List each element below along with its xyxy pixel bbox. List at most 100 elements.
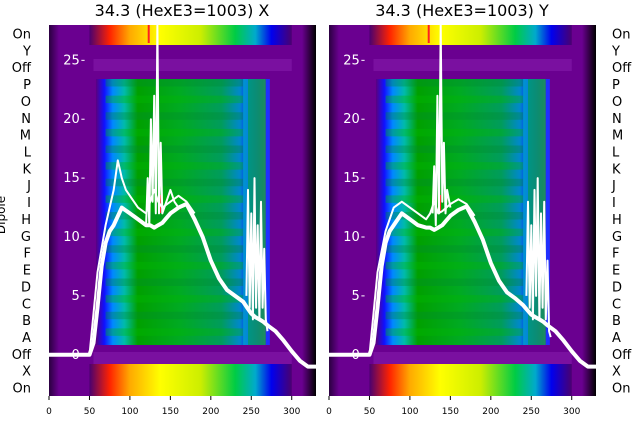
heatmap-row (105, 79, 244, 87)
overlay-y-tick-label: 15 (343, 171, 360, 186)
heatmap-edge-left (49, 25, 59, 396)
dipole-label: A (22, 331, 31, 346)
overlay-series-line (431, 24, 452, 227)
heatmap-row (105, 295, 244, 303)
x-tick-label: 50 (84, 407, 96, 417)
heatmap-band-main (95, 79, 264, 345)
heatmap-row (385, 79, 524, 87)
heatmap-row (385, 261, 524, 270)
heatmap-row (385, 295, 524, 303)
heatmap-row (105, 245, 244, 253)
heatmap-row (105, 228, 244, 237)
heatmap-row (385, 162, 524, 170)
heatmap-row (105, 145, 244, 153)
dipole-label: M (612, 129, 623, 144)
x-tick-label: 100 (401, 407, 418, 417)
x-tick-label: 0 (46, 407, 52, 417)
dipole-label: D (612, 280, 622, 295)
heatmap-row (105, 162, 244, 170)
dipole-label: Y (22, 44, 31, 59)
x-tick-label: 50 (364, 407, 376, 417)
dipole-label: J (26, 179, 31, 194)
heatmap-band-bottom (369, 364, 572, 396)
heatmap-stripe-bottom (373, 352, 572, 364)
overlay-y-tick-label: 5 (71, 289, 79, 304)
x-tick-label: 150 (442, 407, 459, 417)
dipole-label: G (21, 230, 31, 245)
heatmap-stripe-top (93, 59, 292, 71)
x-tick-label: 100 (121, 407, 138, 417)
dipole-label: On (13, 27, 31, 42)
dipole-label: D (21, 280, 31, 295)
dipole-label: O (21, 95, 31, 110)
panel-title-x: 34.3 (HexE3=1003) X (95, 1, 270, 20)
dipole-label: On (13, 382, 31, 397)
overlay-y-tick-label: 20 (63, 112, 80, 127)
overlay-y-tick-label: 15 (63, 171, 80, 186)
heatmap-edge-right (582, 25, 596, 396)
dipole-label: G (612, 230, 622, 245)
dipole-label: B (612, 314, 621, 329)
dipole-label: L (612, 145, 620, 160)
overlay-y-tick-label: 25 (63, 53, 80, 68)
overlay-y-tick-label: 10 (343, 230, 360, 245)
heatmap-band-top (89, 25, 292, 45)
dipole-axis-label: Dipole (0, 196, 8, 234)
dipole-label: P (612, 78, 620, 93)
overlay-series-line (329, 204, 596, 369)
heatmap-edge-right (302, 25, 316, 396)
x-tick-label: 250 (243, 407, 260, 417)
dipole-label: K (22, 162, 31, 177)
overlay-y-tick-label: 5 (351, 289, 359, 304)
panel-title-y: 34.3 (HexE3=1003) Y (375, 1, 549, 20)
heatmap-row (105, 128, 244, 137)
dipole-label: Y (611, 44, 620, 59)
dipole-label: X (612, 365, 621, 380)
dipole-label: Off (612, 61, 632, 76)
heatmap-row (105, 178, 244, 187)
overlay-series-line (88, 159, 196, 355)
x-tick-label: 300 (563, 407, 580, 417)
dipole-label: Off (12, 61, 32, 76)
dipole-label: I (27, 196, 31, 211)
overlay-series-line (145, 24, 180, 227)
overlay-series-line (525, 177, 552, 338)
heatmap-row (105, 112, 244, 120)
dipole-label: X (22, 365, 31, 380)
heatmap-edge-left (329, 25, 339, 396)
dipole-label: M (20, 129, 31, 144)
heatmap-hot-mark (427, 25, 430, 43)
x-tick-label: 200 (482, 407, 499, 417)
dipole-label: F (612, 247, 619, 262)
heatmap-row (105, 328, 244, 336)
dipole-label: A (612, 331, 621, 346)
heatmap-row (105, 261, 244, 270)
dipole-label: P (23, 78, 31, 93)
dipole-label: Off (612, 348, 632, 363)
x-tick-label: 150 (162, 407, 179, 417)
heatmap-row (385, 178, 524, 187)
dipole-label: J (611, 179, 616, 194)
heatmap-row (385, 278, 524, 286)
heatmap-column-line (545, 79, 550, 345)
dipole-label: N (612, 112, 622, 127)
heatmap-band-bottom (89, 364, 292, 396)
heatmap-row (385, 245, 524, 253)
overlay-series-line (49, 202, 316, 369)
heatmap-row (385, 212, 524, 220)
overlay-series-line (368, 198, 476, 355)
overlay-series-line (245, 177, 269, 332)
dipole-label: K (612, 162, 621, 177)
x-tick-label: 0 (326, 407, 332, 417)
dipole-label: H (612, 213, 622, 228)
heatmap-row (385, 112, 524, 120)
x-tick-label: 300 (283, 407, 300, 417)
dipole-label: On (612, 27, 630, 42)
heatmap-row (385, 128, 524, 137)
heatmap-column-edge (523, 79, 529, 345)
heatmap-row (385, 328, 524, 336)
